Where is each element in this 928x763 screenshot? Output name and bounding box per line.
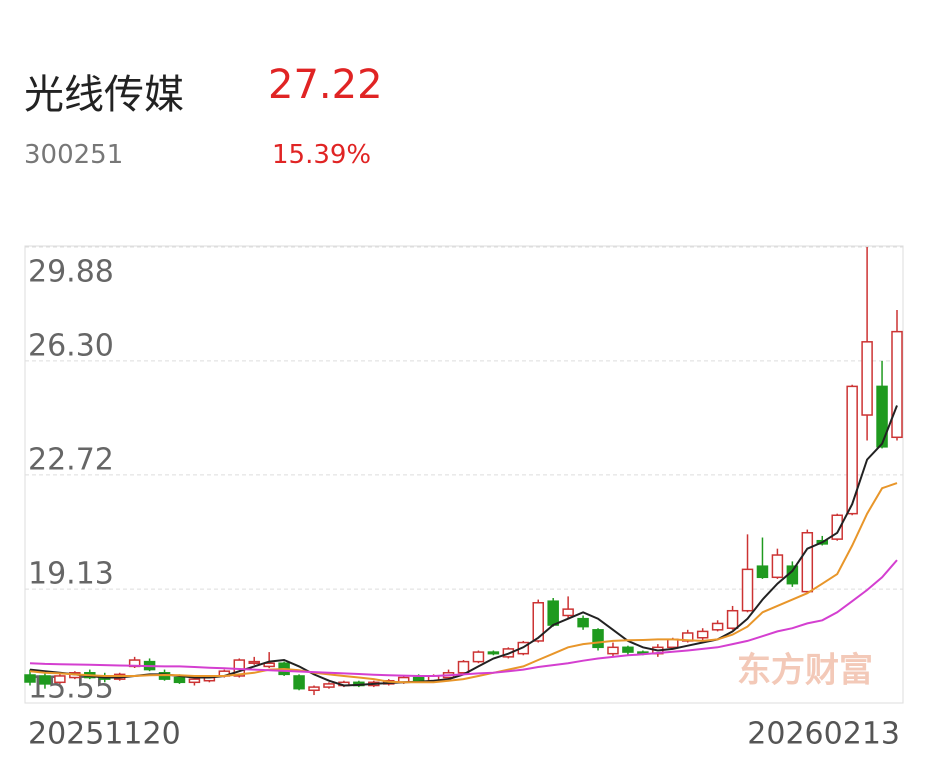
candle-body [293,675,305,690]
moving-average [29,482,898,684]
candle-body [547,600,559,626]
candle-body [308,686,320,692]
candle-body [39,675,51,685]
candle-body [323,683,335,688]
x-tick-label: 20251120 [28,717,181,752]
candle-body [412,676,425,682]
candle-body [472,651,485,663]
moving-average [29,405,898,687]
y-tick-label: 22.72 [28,442,114,477]
moving-average [29,559,898,677]
candle-body [248,660,260,664]
candle-body [532,602,544,642]
candle-body [263,662,275,668]
candle-body [592,629,604,649]
candle-body [607,646,619,655]
candle-body [24,674,36,683]
candle-body [188,678,201,684]
candle-body [831,514,843,540]
candle-body [801,532,814,593]
y-tick-label: 26.30 [28,328,114,363]
candle-body [846,385,858,515]
candle-body [741,568,754,612]
candle-body [876,385,888,448]
candle-body [577,617,589,628]
candle-body [173,676,186,684]
stock-price: 27.22 [268,62,383,108]
candle-body [622,646,634,653]
y-tick-label: 19.13 [28,557,114,592]
candle-body [487,651,500,655]
candle-body [54,675,66,684]
x-tick-label: 20260213 [747,717,900,752]
candle-body [562,608,574,617]
candle-body [726,609,739,629]
watermark: 东方财富 [737,651,873,691]
candle-body [696,630,709,639]
candle-body [756,565,769,579]
stock-change: 15.39% [272,140,372,170]
y-tick-label: 29.88 [28,255,114,290]
candle-body [771,554,784,579]
candle-body [711,622,724,631]
candle-body [861,341,873,416]
stock-name: 光线传媒 [24,72,184,118]
candle-body [457,660,470,674]
candle-body [891,330,903,439]
stock-code: 300251 [24,140,124,170]
plot-frame [24,245,904,704]
